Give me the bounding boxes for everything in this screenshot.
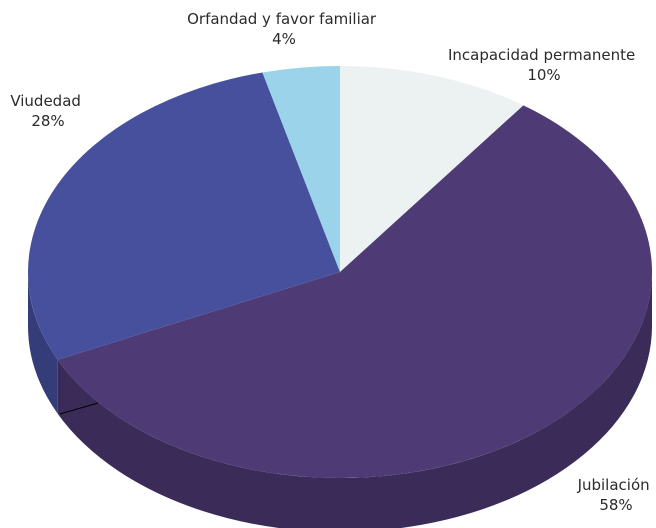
category-name-incapacidad: Incapacidad permanente — [448, 46, 635, 64]
label-incapacidad-permanente: Incapacidad permanente 10% — [448, 46, 640, 84]
percent-jubilacion: 58% — [599, 496, 632, 514]
category-name-orfandad: Orfandad y favor familiar — [187, 10, 377, 28]
percent-orfandad: 4% — [272, 30, 296, 48]
percent-viudedad: 28% — [31, 112, 64, 130]
percent-incapacidad: 10% — [527, 66, 560, 84]
label-viudedad: Viudedad 28% — [10, 92, 85, 130]
category-name-viudedad: Viudedad — [10, 92, 81, 110]
category-name-jubilacion: Jubilación — [577, 476, 650, 494]
label-jubilacion: Jubilación 58% — [577, 476, 655, 514]
pie-slices — [28, 66, 652, 478]
label-orfandad: Orfandad y favor familiar 4% — [187, 10, 381, 48]
